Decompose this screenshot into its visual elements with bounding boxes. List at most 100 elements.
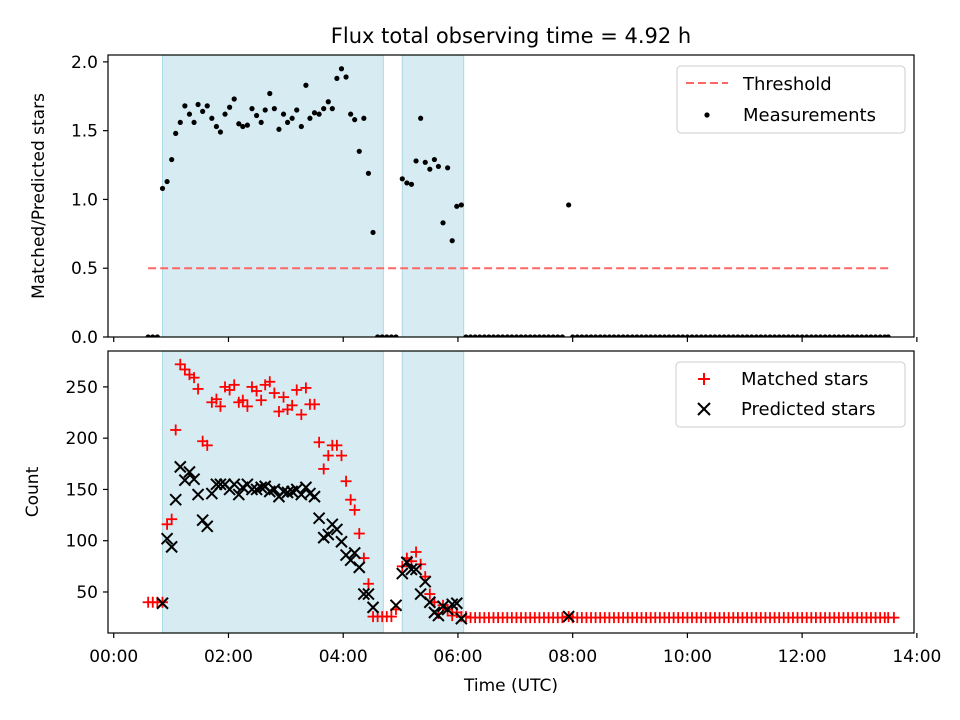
measurement-point xyxy=(868,334,874,337)
measurement-point xyxy=(356,148,362,154)
measurement-point xyxy=(348,111,354,117)
measurement-point xyxy=(850,334,856,337)
measurement-point xyxy=(500,334,506,337)
measurement-point xyxy=(191,119,197,126)
measurement-point xyxy=(427,166,433,172)
x-tick-label: 06:00 xyxy=(433,647,482,667)
x-tick-label: 02:00 xyxy=(204,647,253,667)
measurement-point xyxy=(707,334,713,337)
measurement-point xyxy=(495,334,501,337)
measurement-point xyxy=(240,123,246,130)
predicted-star-point xyxy=(196,513,209,527)
measurement-point xyxy=(840,334,847,337)
matched-star-point xyxy=(201,439,213,451)
predicted-star-point xyxy=(322,528,335,541)
matched-star-point xyxy=(313,436,325,448)
matched-star-point xyxy=(286,399,298,411)
measurement-point xyxy=(652,334,658,337)
measurement-point xyxy=(321,106,327,112)
matched-star-point xyxy=(340,475,352,487)
measurement-point xyxy=(574,334,580,337)
measurement-point xyxy=(440,220,446,226)
matched-star-point xyxy=(214,400,226,412)
measurement-point xyxy=(550,334,556,337)
measurement-point xyxy=(541,334,547,337)
count-axis-ticks: 00:00 02:00 04:00 06:00 08:00 10:00 12:00 14:00… xyxy=(66,378,942,667)
measurement-point xyxy=(597,334,603,337)
legend-predicted-label: Predicted stars xyxy=(741,399,875,420)
count-y-tick-label: 250 xyxy=(66,378,98,398)
measurement-point xyxy=(559,334,565,337)
predicted-star-point xyxy=(366,601,380,614)
predicted-star-point xyxy=(432,609,445,622)
measurement-point xyxy=(671,334,677,337)
count-y-tick-label: 150 xyxy=(66,480,98,500)
measurement-point xyxy=(463,334,469,337)
predicted-star-point xyxy=(160,532,174,545)
measurement-point xyxy=(276,126,282,132)
matched-star-point xyxy=(419,571,431,583)
matched-star-point xyxy=(362,578,374,590)
matched-star-point xyxy=(318,463,330,475)
measurement-point xyxy=(854,334,860,337)
matched-star-point xyxy=(268,387,280,399)
measurement-point xyxy=(477,334,483,337)
predicted-star-point xyxy=(187,472,201,486)
measurement-point xyxy=(267,90,273,97)
matched-star-point xyxy=(166,513,178,525)
measurement-point xyxy=(182,103,188,109)
matched-star-point xyxy=(353,528,365,540)
predicted-star-point xyxy=(409,563,423,576)
predicted-star-point xyxy=(254,481,268,494)
measurement-point xyxy=(712,334,718,337)
measurement-point xyxy=(227,104,233,110)
measurement-point xyxy=(735,334,741,337)
predicted-star-point xyxy=(396,567,409,580)
measurement-point xyxy=(370,229,376,236)
measurement-point xyxy=(799,334,805,337)
predicted-star-point xyxy=(455,612,468,625)
predicted-star-point xyxy=(308,490,321,503)
matched-star-point xyxy=(237,394,249,406)
measurement-point xyxy=(817,334,824,337)
measurement-point xyxy=(236,121,242,127)
measurement-point xyxy=(325,99,331,105)
predicted-star-point xyxy=(174,460,187,474)
ratio-legend: Threshold Measurements xyxy=(676,65,906,134)
measurement-point xyxy=(213,123,220,130)
predicted-star-point xyxy=(227,478,241,491)
measurement-point xyxy=(334,75,340,81)
legend-measurements-label: Measurements xyxy=(743,105,876,126)
measurement-point xyxy=(785,334,791,337)
measurement-point xyxy=(509,334,515,337)
x-tick-label: 12:00 xyxy=(778,647,827,667)
matched-star-point xyxy=(174,358,186,370)
measurement-point xyxy=(749,334,755,337)
matched-stars-points xyxy=(142,358,900,624)
measurement-point xyxy=(338,66,345,72)
measurement-point xyxy=(767,334,773,337)
ratio-y-tick-label: 1.5 xyxy=(71,122,98,142)
measurement-point xyxy=(836,334,842,337)
measurement-point xyxy=(258,119,264,126)
x-tick-label: 08:00 xyxy=(548,647,597,667)
legend-measurements-swatch xyxy=(704,112,710,118)
measurement-point xyxy=(657,334,663,337)
count-panel: 00:00 02:00 04:00 06:00 08:00 10:00 12:00 14:00… xyxy=(23,350,942,696)
measurement-point xyxy=(343,74,349,80)
measurement-point xyxy=(379,334,385,337)
measurement-point xyxy=(625,334,631,337)
count-y-axis-label: Count xyxy=(23,466,43,517)
measurement-point xyxy=(458,202,464,208)
predicted-star-point xyxy=(344,553,357,567)
measurement-point xyxy=(527,334,533,337)
measurement-point xyxy=(169,156,175,163)
measurement-point xyxy=(490,334,497,337)
measurement-point xyxy=(413,158,419,164)
measurement-point xyxy=(703,334,709,337)
measurement-point xyxy=(486,334,492,337)
predicted-star-point xyxy=(191,488,205,501)
matched-star-point xyxy=(278,391,290,403)
count-legend-box xyxy=(675,361,906,428)
